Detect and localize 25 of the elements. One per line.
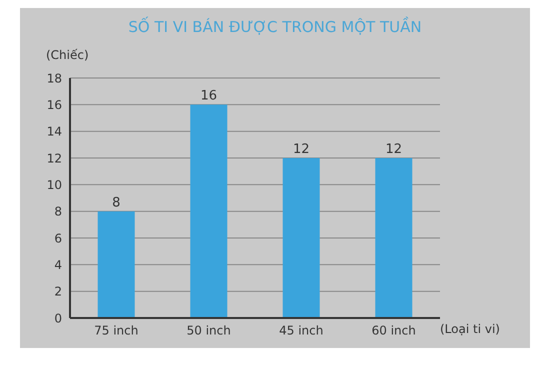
y-tick-label: 4 (54, 258, 62, 272)
data-label: 8 (112, 195, 120, 210)
data-label: 12 (385, 142, 402, 157)
bar (190, 104, 228, 318)
y-tick-label: 12 (46, 151, 62, 166)
x-tick-label: 75 inch (94, 324, 138, 338)
y-tick-label: 14 (46, 124, 62, 139)
y-axis-title: (Chiếc) (46, 48, 89, 62)
bar (282, 158, 320, 318)
y-tick-label: 10 (46, 178, 62, 192)
x-axis-title: (Loại ti vi) (440, 322, 500, 336)
y-tick-label: 6 (54, 231, 62, 246)
y-tick-label: 2 (54, 284, 62, 299)
bar (98, 211, 135, 318)
x-tick-label: 50 inch (186, 324, 231, 338)
data-label: 12 (292, 142, 310, 157)
x-tick-label: 60 inch (372, 324, 416, 338)
bar (375, 158, 412, 318)
y-tick-label: 0 (54, 311, 62, 326)
y-tick-label: 18 (46, 71, 62, 86)
chart-title: SỐ TI VI BÁN ĐƯỢC TRONG MỘT TUẦN (127, 18, 423, 36)
y-tick-label: 8 (54, 204, 62, 219)
x-tick-label: 45 inch (279, 324, 324, 338)
y-tick-label: 16 (46, 98, 62, 112)
data-label: 16 (200, 88, 218, 104)
